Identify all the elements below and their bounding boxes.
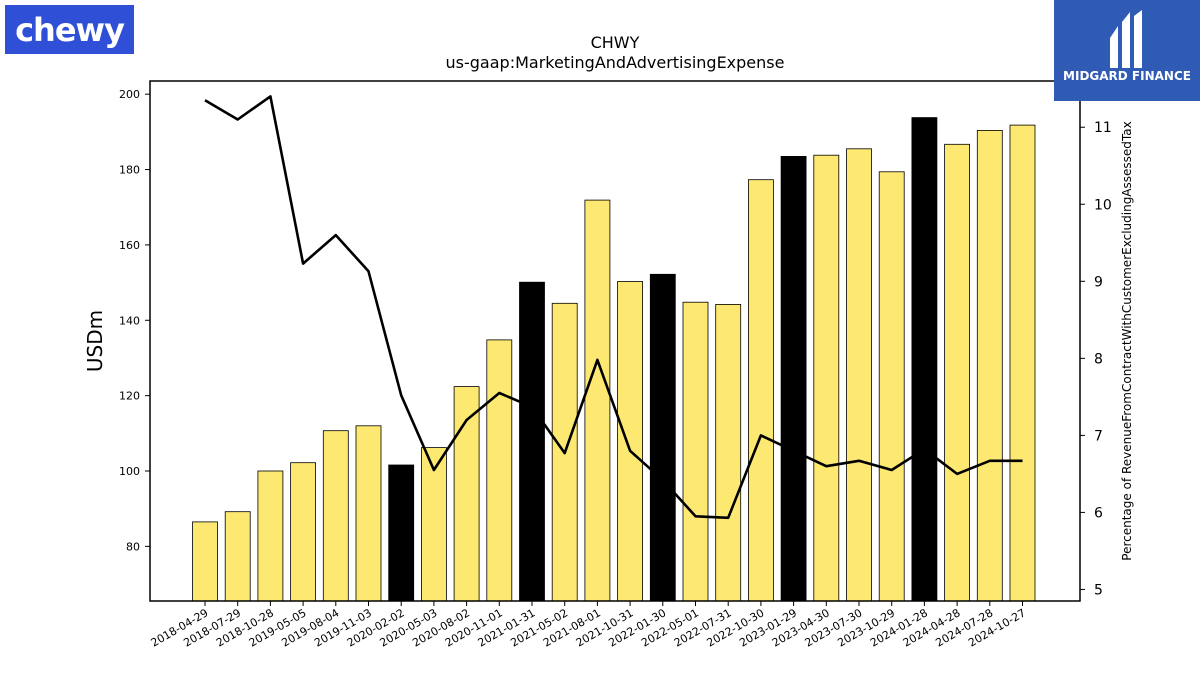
bar-2020-02-02	[388, 464, 415, 602]
bar-2019-05-05	[290, 462, 317, 602]
y2-tick-label: 11	[1094, 120, 1112, 136]
y-tick-label: 200	[119, 88, 140, 101]
bar-2023-07-30	[846, 148, 872, 602]
bar-2022-10-30	[748, 179, 774, 602]
chewy-logo-text: chewy	[15, 10, 125, 49]
bar-2024-01-28	[911, 117, 938, 602]
bar-2021-01-31	[519, 281, 545, 602]
midgard-emblem-icon	[1110, 10, 1142, 68]
bar-2021-08-01	[584, 199, 611, 602]
bar-2022-01-30	[649, 273, 676, 602]
bar-2022-05-01	[682, 301, 709, 602]
midgard-finance-logo: MIDGARD FINANCE	[1054, 0, 1200, 101]
y-tick-label: 160	[119, 239, 140, 252]
bar-2021-10-31	[617, 281, 643, 602]
midgard-logo-text: MIDGARD FINANCE	[1063, 69, 1191, 83]
bar-2018-04-29	[192, 521, 218, 602]
bar-2022-07-31	[715, 303, 742, 602]
bar-2018-07-29	[224, 511, 251, 602]
ratio-line	[204, 95, 1023, 520]
y2-tick-label: 7	[1094, 428, 1103, 444]
chart-title: CHWY	[591, 33, 640, 52]
y-tick-label: 80	[126, 540, 140, 553]
bar-2023-01-29	[780, 155, 807, 602]
y-tick-label: 140	[119, 314, 140, 327]
bar-2018-10-28	[257, 470, 284, 602]
bar-2024-07-28	[976, 129, 1003, 602]
y2-tick-label: 10	[1094, 197, 1112, 213]
y-axis-label: USDm	[83, 310, 107, 372]
y2-tick-label: 5	[1094, 582, 1103, 598]
plot-frame	[149, 80, 1081, 602]
y2-tick-label: 6	[1094, 505, 1103, 521]
y-tick-label: 180	[119, 164, 140, 177]
bar-2019-08-04	[322, 430, 349, 602]
bar-2019-11-03	[355, 425, 382, 602]
bar-2024-10-27	[1009, 124, 1036, 602]
chewy-logo: chewy	[5, 5, 134, 54]
y-tick-label: 100	[119, 465, 140, 478]
bar-2023-04-30	[813, 154, 840, 602]
bar-2024-04-28	[944, 143, 970, 602]
bar-2020-05-03	[420, 447, 447, 602]
y2-tick-label: 8	[1094, 351, 1103, 367]
bar-2023-10-29	[878, 171, 905, 602]
bar-2020-11-01	[486, 339, 513, 602]
y2-axis-label: Percentage of RevenueFromContractWithCus…	[1120, 121, 1134, 560]
y-tick-label: 120	[119, 390, 140, 403]
y2-tick-label: 9	[1094, 274, 1103, 290]
chart-subtitle: us-gaap:MarketingAndAdvertisingExpense	[446, 53, 785, 72]
